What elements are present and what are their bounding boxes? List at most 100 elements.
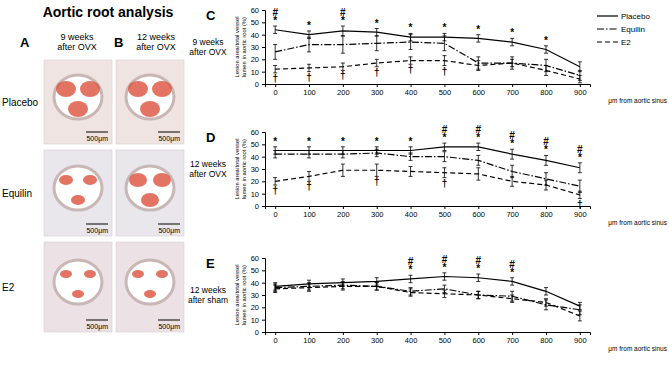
x-tick: 0: [274, 84, 278, 97]
error-bar: [409, 153, 413, 160]
error-bar-cap: [544, 172, 548, 173]
x-tick: 300: [371, 206, 384, 219]
row-label: E2: [2, 282, 15, 293]
histology-image: 500μm: [116, 60, 184, 144]
error-bar: [273, 285, 277, 292]
error-bar-stem: [342, 151, 343, 158]
series-line: [275, 61, 580, 80]
plot-area: [273, 26, 582, 83]
image-background: [44, 60, 112, 144]
image-background: [44, 150, 112, 236]
error-bar-cap: [341, 176, 345, 177]
x-tick-mark: [478, 332, 479, 335]
x-tick-mark: [275, 84, 276, 87]
error-bar-stem: [579, 75, 580, 82]
x-tick: 400: [405, 206, 418, 219]
error-bar: [476, 168, 480, 180]
error-bar-cap: [409, 160, 413, 161]
error-bar-cap: [476, 298, 480, 299]
x-tick-mark: [309, 84, 310, 87]
error-bar-stem: [478, 168, 479, 180]
x-tick-mark: [580, 84, 581, 87]
x-tick-mark: [309, 206, 310, 209]
error-bar-cap: [476, 165, 480, 166]
error-bar: [341, 63, 345, 70]
y-tick: 30: [251, 291, 265, 300]
scale-bar: [158, 320, 180, 321]
x-tick: 600: [473, 206, 486, 219]
error-bar-cap: [409, 34, 413, 35]
series-line: [275, 286, 580, 316]
error-bar-cap: [341, 53, 345, 54]
y-tick-mark: [262, 22, 265, 23]
y-tick-mark: [262, 144, 265, 145]
error-bar: [409, 57, 413, 64]
y-tick-label: 60: [251, 128, 259, 137]
x-tick-mark: [275, 332, 276, 335]
x-tick-label: 700: [506, 336, 519, 345]
error-bar-cap: [307, 64, 311, 65]
error-bar-stem: [275, 151, 276, 158]
histology-image: 500μm: [116, 150, 184, 236]
y-tick: 10: [251, 316, 265, 325]
x-tick-mark: [580, 332, 581, 335]
error-bar-cap: [442, 297, 446, 298]
y-tick: 40: [251, 31, 265, 40]
panel-heading: 9 weeks: [60, 32, 94, 42]
error-bar: [476, 274, 480, 281]
error-bar-cap: [510, 45, 514, 46]
error-bar-cap: [578, 70, 582, 71]
x-tick-mark: [411, 206, 412, 209]
error-bar: [307, 64, 311, 71]
series-line: [275, 30, 580, 67]
error-bar: [544, 288, 548, 295]
x-tick-label: 200: [337, 88, 350, 97]
error-bar-cap: [307, 51, 311, 52]
y-tick-mark: [262, 181, 265, 182]
scale-bar: [158, 224, 180, 225]
x-tick-mark: [444, 332, 445, 335]
y-axis: 0102030405060: [251, 128, 266, 211]
error-bar-cap: [476, 150, 480, 151]
significance-mark: *: [476, 263, 480, 274]
y-tick-mark: [262, 320, 265, 321]
error-bar-cap: [476, 281, 480, 282]
error-bar-cap: [273, 157, 277, 158]
y-tick: 60: [251, 254, 265, 263]
scale-bar: [86, 132, 108, 133]
x-tick: 900: [574, 332, 587, 345]
error-bar-cap: [273, 285, 277, 286]
x-tick-mark: [377, 206, 378, 209]
error-bar-cap: [544, 65, 548, 66]
series-line: [275, 42, 580, 75]
error-bar: [476, 143, 480, 150]
error-bar: [442, 273, 446, 280]
x-axis-line: [266, 333, 591, 336]
legend-line: [597, 15, 618, 16]
error-bar-cap: [442, 290, 446, 291]
error-bar-stem: [478, 143, 479, 150]
error-bar-cap: [375, 149, 379, 150]
error-bar-cap: [307, 283, 311, 284]
lesion-stain: [132, 270, 144, 278]
x-tick-label: 800: [540, 210, 553, 219]
error-bar-cap: [341, 281, 345, 282]
scale-bar-label: 500μm: [86, 323, 108, 331]
y-tick: 0: [255, 80, 265, 89]
x-tick-mark: [478, 84, 479, 87]
error-bar-cap: [544, 53, 548, 54]
error-bar: [375, 59, 379, 66]
x-tick-label: 300: [371, 210, 384, 219]
x-tick: 600: [473, 332, 486, 345]
error-bar: [409, 147, 413, 154]
error-bar: [375, 283, 379, 290]
x-axis: 0100200300400500600700800900: [266, 84, 591, 97]
error-bar-stem: [309, 37, 310, 52]
x-tick: 100: [303, 332, 316, 345]
error-bar: [578, 180, 582, 192]
lesion-stain: [156, 270, 168, 278]
error-bar-cap: [510, 186, 514, 187]
error-bar-stem: [545, 46, 546, 53]
error-bar-cap: [578, 180, 582, 181]
x-tick-label: 500: [439, 336, 452, 345]
